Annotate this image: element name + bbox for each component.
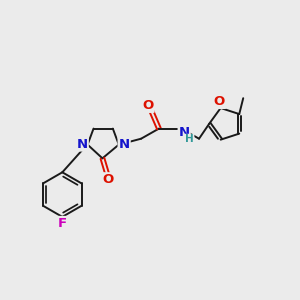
Text: N: N	[77, 138, 88, 151]
Text: O: O	[142, 99, 154, 112]
Text: F: F	[58, 217, 67, 230]
Text: N: N	[178, 126, 190, 139]
Text: H: H	[185, 134, 194, 144]
Text: O: O	[103, 173, 114, 186]
Text: O: O	[214, 95, 225, 108]
Text: N: N	[118, 138, 130, 151]
